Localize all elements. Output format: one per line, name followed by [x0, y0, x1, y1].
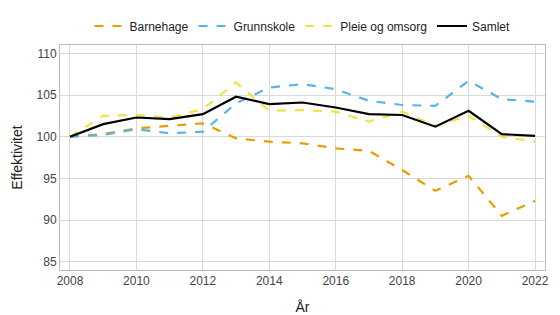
svg-text:2012: 2012 — [189, 274, 216, 288]
svg-text:85: 85 — [43, 255, 57, 269]
svg-text:Barnehage: Barnehage — [130, 20, 189, 34]
svg-text:2020: 2020 — [455, 274, 482, 288]
svg-text:100: 100 — [37, 130, 57, 144]
svg-text:90: 90 — [43, 213, 57, 227]
svg-text:Pleie og omsorg: Pleie og omsorg — [340, 20, 427, 34]
svg-text:2014: 2014 — [256, 274, 283, 288]
svg-text:2018: 2018 — [389, 274, 416, 288]
svg-text:Grunnskole: Grunnskole — [234, 20, 296, 34]
svg-text:2022: 2022 — [522, 274, 549, 288]
svg-text:2016: 2016 — [322, 274, 349, 288]
svg-text:Effektivitet: Effektivitet — [9, 125, 25, 189]
svg-text:105: 105 — [37, 88, 57, 102]
svg-text:2008: 2008 — [57, 274, 84, 288]
svg-text:År: År — [296, 299, 310, 315]
svg-text:95: 95 — [43, 172, 57, 186]
svg-text:Samlet: Samlet — [472, 20, 510, 34]
svg-text:2010: 2010 — [123, 274, 150, 288]
svg-text:110: 110 — [37, 47, 56, 61]
